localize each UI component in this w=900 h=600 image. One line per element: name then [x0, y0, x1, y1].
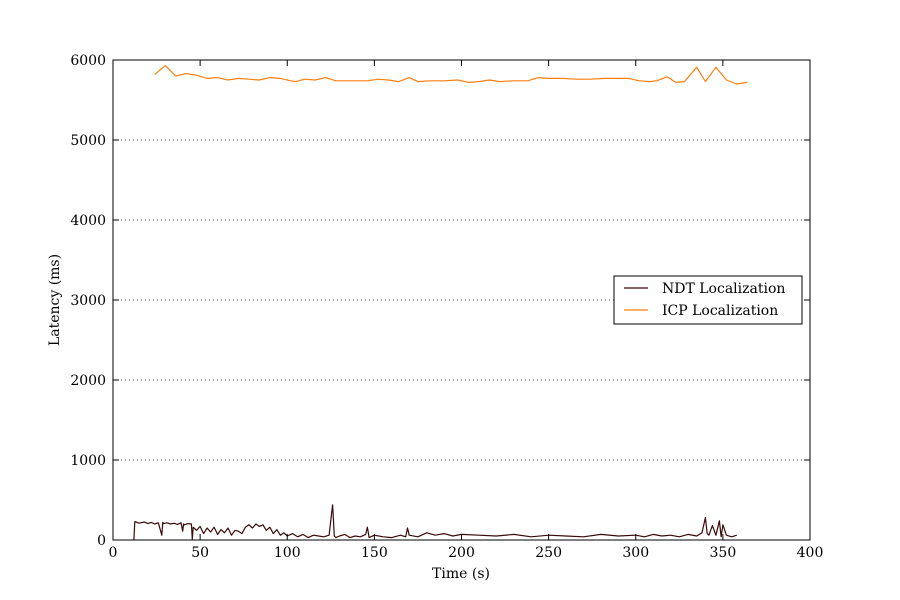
- legend-label-icp: ICP Localization: [662, 303, 778, 319]
- y-tick-label: 2000: [70, 373, 106, 389]
- legend-box: [613, 275, 803, 325]
- x-tick-label: 150: [361, 545, 388, 561]
- x-axis-label: Time (s): [432, 566, 490, 582]
- x-tick-label: 50: [191, 545, 209, 561]
- y-tick-label: 4000: [70, 213, 106, 229]
- x-tick-label: 300: [622, 545, 649, 561]
- legend: NDT Localization ICP Localization: [613, 275, 803, 325]
- y-tick-label: 1000: [70, 453, 106, 469]
- x-tick-label: 250: [535, 545, 562, 561]
- series-group: [133, 64, 748, 541]
- y-tick-label: 3000: [70, 293, 106, 309]
- y-tick-label: 5000: [70, 133, 106, 149]
- x-tick-label: 350: [710, 545, 737, 561]
- y-tick-label: 6000: [70, 53, 106, 69]
- y-axis-label: Latency (ms): [47, 254, 63, 346]
- x-tick-label: 0: [109, 545, 118, 561]
- legend-label-ndt: NDT Localization: [662, 281, 785, 297]
- series-line-ndt-localization: [133, 504, 737, 541]
- axis-ticks: 0 1000 2000 3000 4000 5000 6000 0 50 100 150 200 250…: [70, 53, 823, 561]
- series-line-icp-localization: [154, 64, 748, 85]
- x-tick-label: 200: [448, 545, 475, 561]
- y-tick-label: 0: [97, 533, 106, 549]
- x-tick-label: 400: [797, 545, 824, 561]
- x-tick-label: 100: [274, 545, 301, 561]
